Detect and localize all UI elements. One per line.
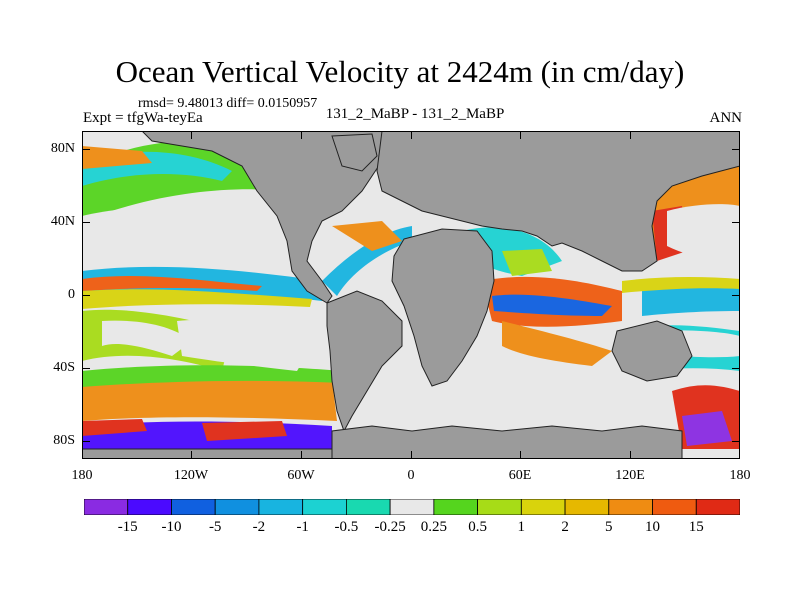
field-indian-ocean-orange bbox=[502, 321, 612, 366]
colorbar-swatch bbox=[695, 498, 741, 516]
colorbar-tick-label: 15 bbox=[688, 519, 704, 535]
field-southeast-antarctic-purple bbox=[682, 411, 732, 446]
field-north-atlantic-orange bbox=[332, 221, 402, 251]
rmsd-diff-stats: rmsd= 9.48013 diff= 0.0150957 bbox=[138, 96, 318, 111]
colorbar-swatch bbox=[520, 498, 566, 516]
axis-tick-marks bbox=[82, 131, 740, 459]
world-map-plot bbox=[82, 131, 740, 459]
colorbar-tick-label: -0.5 bbox=[334, 519, 359, 535]
colorbar-tick-label: 10 bbox=[645, 519, 660, 535]
field-antarctic-red-2 bbox=[202, 421, 287, 441]
colorbar-tick-label: -0.25 bbox=[374, 519, 406, 535]
antarctica-land-west bbox=[82, 448, 333, 459]
lat-label-80n: 80N bbox=[50, 141, 75, 156]
colorbar-tick-label: -15 bbox=[117, 519, 138, 535]
colorbar-swatch bbox=[214, 498, 260, 516]
colorbar-swatch bbox=[83, 498, 129, 516]
lon-label-60e: 60E bbox=[508, 468, 532, 483]
lon-label-180e: 180 bbox=[729, 468, 751, 483]
colorbar-swatch bbox=[433, 498, 478, 516]
lat-label-80s: 80S bbox=[53, 433, 75, 448]
colorbar-swatch bbox=[302, 498, 347, 516]
australia-land bbox=[611, 320, 693, 382]
land-masses bbox=[82, 131, 740, 459]
map-title: Ocean Vertical Velocity at 2424m (in cm/… bbox=[115, 54, 685, 89]
field-equatorial-pacific-yellow bbox=[82, 289, 312, 309]
field-west-pacific-yellow bbox=[622, 276, 740, 293]
lon-label-180w: 180 bbox=[71, 468, 93, 483]
colorbar-swatch bbox=[127, 498, 172, 516]
comparison-label: 131_2_MaBP - 131_2_MaBP bbox=[325, 106, 505, 122]
colorbar-tick-label: 0.25 bbox=[420, 519, 448, 535]
africa-land bbox=[391, 228, 495, 387]
colorbar-tick-label: -10 bbox=[161, 519, 182, 535]
field-indian-ocean-green bbox=[502, 249, 552, 276]
colorbar-swatch bbox=[608, 498, 653, 516]
field-southern-ocean-green bbox=[82, 365, 342, 387]
near-zero-zones bbox=[82, 204, 740, 371]
colorbar-tick-label: -2 bbox=[252, 519, 266, 535]
field-south-pacific-white bbox=[102, 320, 192, 356]
colorbar-swatch bbox=[171, 498, 216, 516]
colorbar-tick-label: 2 bbox=[561, 519, 569, 535]
lon-label-120w: 120W bbox=[173, 468, 209, 483]
colorbar-swatch bbox=[345, 498, 391, 516]
field-west-pacific-cyan bbox=[642, 281, 740, 316]
field-indian-ocean-blue bbox=[492, 294, 612, 316]
colorbar-tick-label: -1 bbox=[296, 519, 309, 535]
lon-label-60w: 60W bbox=[287, 468, 315, 483]
greenland-land bbox=[331, 133, 378, 172]
field-antarctic-red bbox=[82, 419, 147, 436]
colorbar-swatch bbox=[258, 498, 304, 516]
colorbar-swatch bbox=[389, 498, 435, 516]
colorbar-swatch bbox=[652, 498, 697, 516]
experiment-label: Expt = tfgWa-teyEa bbox=[83, 110, 203, 126]
colorbar-swatch bbox=[564, 498, 610, 516]
lat-label-40s: 40S bbox=[53, 360, 75, 375]
lat-label-0: 0 bbox=[68, 287, 75, 302]
season-label: ANN bbox=[709, 110, 743, 126]
field-band-north-pacific-orange bbox=[82, 146, 152, 169]
field-southern-ocean-orange bbox=[82, 373, 337, 421]
antarctica-land bbox=[331, 425, 683, 459]
colorbar-tick-label: 5 bbox=[605, 519, 613, 535]
eurasia-land bbox=[376, 131, 740, 272]
colorbar-tick-label: -5 bbox=[208, 519, 222, 535]
lat-label-40n: 40N bbox=[50, 214, 75, 229]
lon-label-0: 0 bbox=[407, 468, 415, 483]
colorbar bbox=[83, 498, 741, 520]
colorbar-tick-label: 0.5 bbox=[468, 519, 487, 535]
velocity-field bbox=[82, 140, 740, 449]
field-equatorial-pacific-red bbox=[82, 276, 262, 291]
colorbar-tick-label: 1 bbox=[517, 519, 526, 535]
colorbar-swatch bbox=[477, 498, 522, 516]
south-america-land bbox=[326, 290, 403, 433]
lon-label-120e: 120E bbox=[615, 468, 645, 483]
